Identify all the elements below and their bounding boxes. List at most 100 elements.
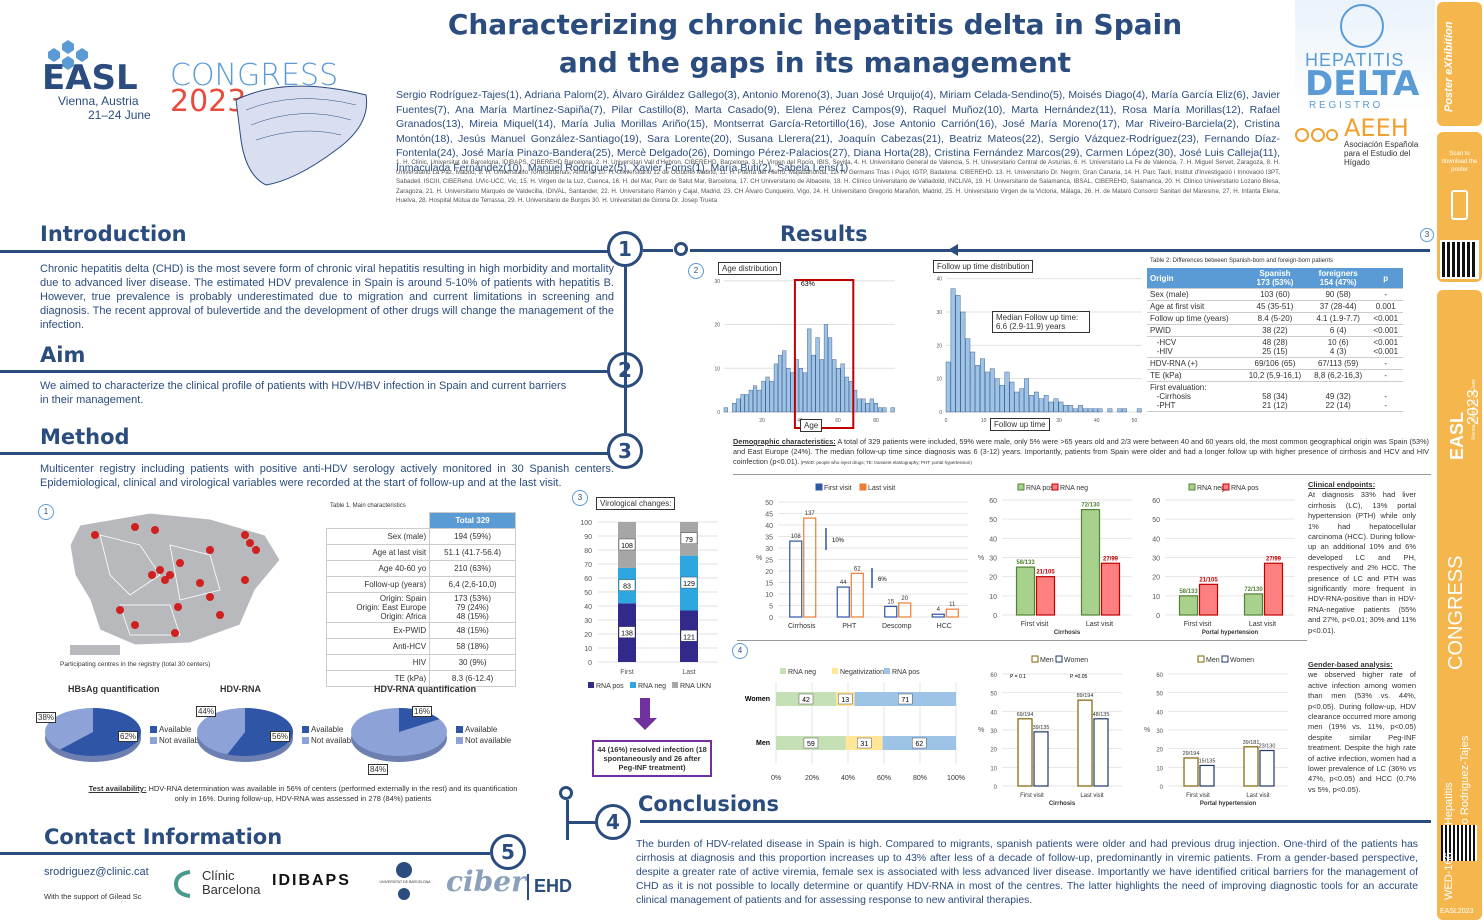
neg-value: 13 bbox=[841, 697, 849, 704]
neg-label-bg bbox=[898, 693, 913, 705]
y-tick: 20 bbox=[1152, 575, 1160, 582]
legend-not-available: Not available bbox=[302, 735, 357, 746]
chart-bar bbox=[1015, 566, 1036, 616]
sidebar-easl: EASL bbox=[1447, 411, 1467, 460]
results-rule bbox=[690, 249, 1430, 252]
table2-cell: - bbox=[1368, 288, 1403, 301]
table2-row: -HCV -HIV 48 (28) 25 (15) 10 (6) 4 (3) <0.0… bbox=[1147, 336, 1403, 358]
conclusions-text: The burden of HDV-related disease in Spa… bbox=[636, 839, 1418, 906]
test-label: Test availability: bbox=[88, 784, 147, 793]
legend-not-available: Not available bbox=[150, 735, 205, 746]
histogram-bar bbox=[878, 407, 883, 413]
neg-value: 31 bbox=[860, 741, 868, 748]
year-text: 2023 bbox=[170, 84, 247, 119]
histogram-bar bbox=[994, 378, 1000, 413]
table2-cell: 67/113 (59) bbox=[1307, 357, 1369, 370]
y-tick: 60 bbox=[990, 673, 997, 679]
y-tick: 20 bbox=[584, 632, 592, 639]
aeeh-sub1: Asociación Española bbox=[1344, 140, 1419, 149]
viro-value: 108 bbox=[621, 543, 633, 550]
contact-email[interactable]: srodriguez@clinic.cat bbox=[44, 866, 149, 878]
table1-label: Age at last visit bbox=[325, 544, 431, 561]
bar-value-label: 39/181 bbox=[1243, 740, 1260, 746]
y-tick: 30 bbox=[765, 546, 773, 553]
map-caption: Participating centres in the registry (t… bbox=[60, 661, 211, 668]
ub-logo: UNIVERSITAT DE BARCELONA bbox=[374, 862, 436, 902]
y-axis-label: % bbox=[756, 555, 762, 562]
table2-cell: HDV-RNA (+) bbox=[1147, 357, 1243, 370]
table1-label: Origin: Spain Origin: East Europe Origin… bbox=[325, 592, 431, 623]
easl-hexagon-icon bbox=[48, 40, 88, 70]
chart-bar bbox=[803, 517, 817, 618]
bar-value-label: 4 bbox=[937, 607, 941, 613]
neg-value: 42 bbox=[802, 697, 810, 704]
x-tick: 100% bbox=[947, 775, 965, 782]
table1-row: Anti-HCV 58 (18%) bbox=[325, 638, 516, 655]
chart-bar bbox=[1199, 764, 1215, 787]
x-tick: 0% bbox=[771, 775, 781, 782]
viro-value: 129 bbox=[683, 581, 695, 588]
table1-label: TE (kPa) bbox=[325, 670, 431, 687]
y-tick: 20 bbox=[1156, 748, 1163, 754]
pie-available-label: 56% bbox=[270, 731, 291, 742]
ciber-divider bbox=[527, 874, 529, 900]
poster-title-line1: Characterizing chronic hepatitis delta i… bbox=[447, 8, 1183, 41]
sidebar-scan-block[interactable]: Scan to download the poster bbox=[1437, 132, 1482, 282]
conclusions-connector bbox=[566, 800, 569, 840]
table2-row: PWID 38 (22) 6 (4) <0.001 bbox=[1147, 324, 1403, 337]
y-tick: 30 bbox=[990, 729, 997, 735]
idibaps-logo: IDIBAPS bbox=[272, 872, 351, 889]
gender-text: we observed higher rate of active infect… bbox=[1308, 670, 1416, 794]
method-rule bbox=[0, 452, 608, 455]
affiliations-list: 1. H. Clínic, Universitat de Barcelona, … bbox=[396, 159, 1280, 205]
neg-label-bg bbox=[912, 737, 927, 749]
histogram-bar bbox=[782, 350, 787, 413]
neg-label-bg bbox=[798, 693, 814, 705]
chart-bar bbox=[789, 540, 803, 618]
y-tick: 20 bbox=[765, 569, 773, 576]
histogram-bar bbox=[844, 376, 849, 413]
spain-map bbox=[69, 512, 281, 655]
chart-bar bbox=[1263, 562, 1284, 616]
table1-value: 58 (18%) bbox=[429, 638, 516, 655]
viro-label-bg bbox=[680, 630, 698, 642]
chart-bar bbox=[836, 586, 850, 618]
neg-label-bg bbox=[803, 737, 819, 749]
chart-bar bbox=[1100, 562, 1121, 616]
histogram-bar bbox=[1029, 395, 1034, 413]
intro-text: Chronic hepatitis delta (CHD) is the mos… bbox=[40, 263, 614, 331]
table2-cell: 8,8 (6,2-16,3) bbox=[1307, 369, 1369, 382]
legend-swatch bbox=[1221, 655, 1229, 663]
median-box: Median Follow up time: 6.6 (2.9-11.9) ye… bbox=[992, 311, 1090, 333]
x-tick: 60 bbox=[835, 418, 841, 424]
histogram-bar bbox=[873, 403, 879, 413]
table2-cell: <0.001 bbox=[1368, 324, 1403, 337]
x-tick: First visit bbox=[1184, 621, 1212, 628]
table1-row: Ex-PWID 48 (15%) bbox=[325, 622, 516, 639]
dates-text: 21–24 June bbox=[88, 108, 151, 122]
histogram-bar bbox=[1024, 378, 1030, 413]
y-tick: 45 bbox=[765, 512, 773, 519]
legend-available: Available bbox=[302, 724, 357, 735]
histogram-bar bbox=[819, 359, 824, 413]
qr-code-icon[interactable] bbox=[1440, 240, 1479, 279]
y-tick: 10 bbox=[584, 646, 592, 653]
y-tick: 20 bbox=[714, 323, 720, 329]
x-tick: 80% bbox=[913, 775, 927, 782]
y-tick: 0 bbox=[1156, 613, 1160, 620]
legend-available: Available bbox=[150, 724, 205, 735]
chart-bar bbox=[931, 613, 945, 618]
histogram-bar bbox=[1048, 401, 1054, 413]
viro-label: Virological changes: bbox=[596, 497, 676, 510]
y-tick: 0 bbox=[993, 613, 997, 620]
pie-not-label: 84% bbox=[368, 764, 389, 775]
bar-value-label: 137 bbox=[805, 511, 816, 517]
x-tick: 40% bbox=[841, 775, 855, 782]
hep-delta-line2: DELTA bbox=[1305, 64, 1420, 104]
table2-cell: <0.001 bbox=[1368, 312, 1403, 325]
liver-illustration bbox=[235, 85, 368, 186]
sidebar-barcode-icon bbox=[1441, 825, 1477, 861]
clinic-line2: Barcelona bbox=[202, 882, 261, 897]
chart-bar bbox=[1198, 583, 1219, 616]
histogram-bar bbox=[786, 368, 791, 413]
